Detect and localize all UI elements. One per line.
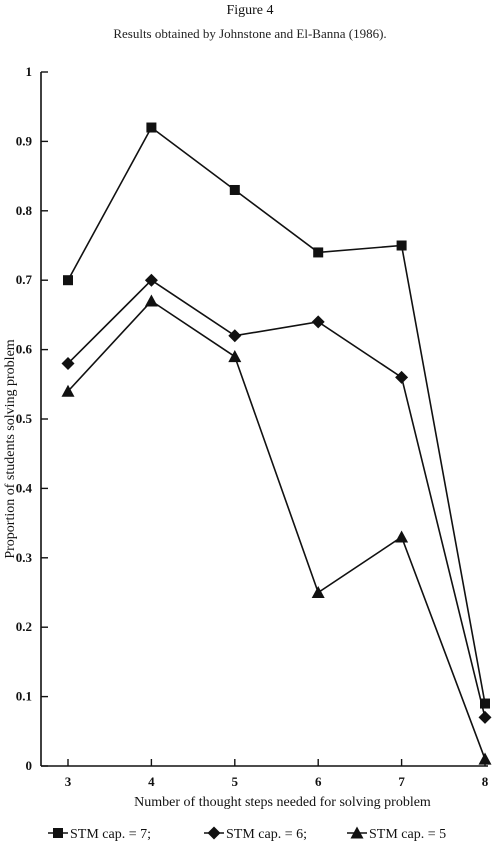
data-point	[146, 122, 157, 133]
data-point	[144, 294, 158, 307]
legend-label: STM cap. = 5	[369, 827, 446, 842]
y-tick-label: 0.4	[16, 480, 33, 495]
data-point	[395, 370, 409, 384]
data-point	[313, 247, 324, 258]
chart-title: Figure 4	[226, 3, 273, 18]
legend-item: STM cap. = 5	[347, 826, 446, 842]
data-point	[228, 329, 242, 343]
y-tick-label: 0.6	[16, 342, 33, 357]
x-tick-label: 6	[315, 774, 322, 789]
series-line	[67, 279, 486, 718]
data-point	[478, 752, 492, 765]
x-tick-label: 8	[482, 774, 489, 789]
axes: 0 0.1 0.2 0.3 0.4 0.5 0.6 0.7 0.8 0.9 1 3 4 5 6 7 8	[16, 64, 489, 789]
y-tick-label: 0.7	[16, 272, 33, 287]
data-point	[61, 384, 75, 397]
data-point	[229, 184, 240, 195]
series-line	[67, 299, 486, 760]
legend-label: STM cap. = 7;	[70, 827, 151, 842]
legend-item: STM cap. = 7;	[48, 827, 151, 842]
legend-marker	[53, 828, 63, 838]
y-tick-label: 0.1	[16, 689, 32, 704]
data-point	[395, 530, 409, 543]
y-tick-label: 0	[26, 758, 33, 773]
y-axis-label: Proportion of students solving problem	[3, 339, 18, 558]
x-tick-label: 4	[148, 774, 155, 789]
data-point	[61, 356, 75, 370]
series-triangle	[61, 294, 492, 765]
series-square	[63, 122, 490, 709]
legend-marker	[207, 826, 221, 840]
data-point	[311, 315, 325, 329]
x-tick-label: 3	[65, 774, 72, 789]
x-tick-label: 7	[398, 774, 405, 789]
data-point	[396, 240, 407, 251]
x-ticks: 3 4 5 6 7 8	[65, 759, 489, 789]
data-point	[478, 710, 492, 724]
chart-subtitle: Results obtained by Johnstone and El-Ban…	[113, 26, 386, 41]
y-tick-label: 0.5	[16, 411, 33, 426]
series-group	[61, 122, 492, 765]
legend-item: STM cap. = 6;	[204, 826, 307, 842]
data-point	[144, 273, 158, 287]
y-ticks: 0 0.1 0.2 0.3 0.4 0.5 0.6 0.7 0.8 0.9 1	[16, 64, 48, 773]
data-point	[480, 698, 490, 709]
x-tick-label: 5	[232, 774, 239, 789]
x-axis-label: Number of thought steps needed for solvi…	[134, 795, 431, 810]
y-tick-label: 0.8	[16, 203, 33, 218]
legend: STM cap. = 7; STM cap. = 6; STM cap. = 5	[48, 826, 446, 842]
y-tick-label: 1	[26, 64, 33, 79]
series-diamond	[61, 273, 492, 724]
legend-marker	[350, 826, 364, 839]
chart-header: Figure 4 Results obtained by Johnstone a…	[113, 3, 386, 41]
series-line	[67, 126, 486, 704]
data-point	[63, 275, 73, 286]
data-point	[311, 586, 325, 599]
y-tick-label: 0.2	[16, 619, 32, 634]
data-point	[228, 350, 242, 363]
y-tick-label: 0.9	[16, 133, 33, 148]
y-tick-label: 0.3	[16, 550, 33, 565]
legend-label: STM cap. = 6;	[226, 827, 307, 842]
